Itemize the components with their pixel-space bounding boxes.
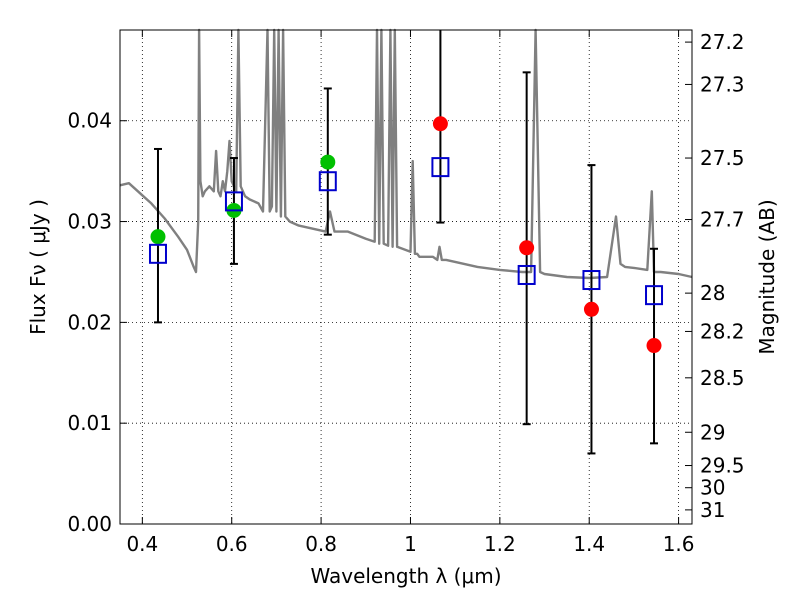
x-tick-label: 0.6 — [216, 532, 248, 556]
right-tick-label: 28.2 — [700, 319, 745, 343]
y-tick-label: 0.03 — [67, 210, 112, 234]
right-tick-label: 27.5 — [700, 146, 745, 170]
data-point-square — [582, 270, 601, 291]
data-point-square — [224, 191, 243, 212]
data-point-square — [517, 264, 536, 285]
right-tick-label: 31 — [700, 498, 725, 522]
data-point-square — [318, 171, 337, 192]
x-axis-label: Wavelength λ (μm) — [310, 564, 501, 588]
data-point-group — [148, 116, 664, 354]
x-tick-label: 1 — [404, 532, 417, 556]
spectrum-line-group — [119, 28, 693, 280]
data-point-circle — [432, 116, 448, 132]
data-point-square — [645, 285, 664, 306]
data-point-circle — [646, 338, 662, 354]
y-tick-label: 0.04 — [67, 109, 112, 133]
right-tick-label: 29 — [700, 420, 725, 444]
right-tick-label: 28 — [700, 281, 725, 305]
data-point-circle — [150, 229, 166, 245]
right-tick-label: 27.7 — [700, 208, 745, 232]
x-tick-label: 1.6 — [663, 532, 695, 556]
y-tick-label: 0.02 — [67, 310, 112, 334]
right-tick-label: 29.5 — [700, 454, 745, 478]
right-tick-label: 27.2 — [700, 30, 745, 54]
error-bar-group — [153, 30, 659, 455]
right-tick-label: 27.3 — [700, 72, 745, 96]
plot-frame — [119, 29, 693, 525]
x-tick-label: 0.4 — [126, 532, 158, 556]
y-axis-label-left: Flux Fν ( μJy ) — [26, 199, 50, 335]
data-point-square — [148, 243, 167, 264]
data-point-circle — [583, 301, 599, 317]
right-tick-label: 28.5 — [700, 366, 745, 390]
y-tick-label: 0.00 — [67, 512, 112, 536]
x-tick-label: 0.8 — [305, 532, 337, 556]
axis-ticks: 0.4 0.6 0.8 1 1.2 1.4 1.6 0.00 0.01 0.02 0.03 0.04 2… — [67, 30, 745, 556]
x-tick-label: 1.2 — [484, 532, 516, 556]
y-axis-label-right: Magnitude (AB) — [755, 199, 779, 354]
right-tick-label: 30 — [700, 476, 725, 500]
spectrum-line — [119, 28, 693, 280]
data-point-square — [431, 157, 450, 178]
data-point-circle — [519, 240, 535, 256]
y-tick-label: 0.01 — [67, 411, 112, 435]
data-point-circle — [320, 154, 336, 170]
x-tick-label: 1.4 — [573, 532, 605, 556]
